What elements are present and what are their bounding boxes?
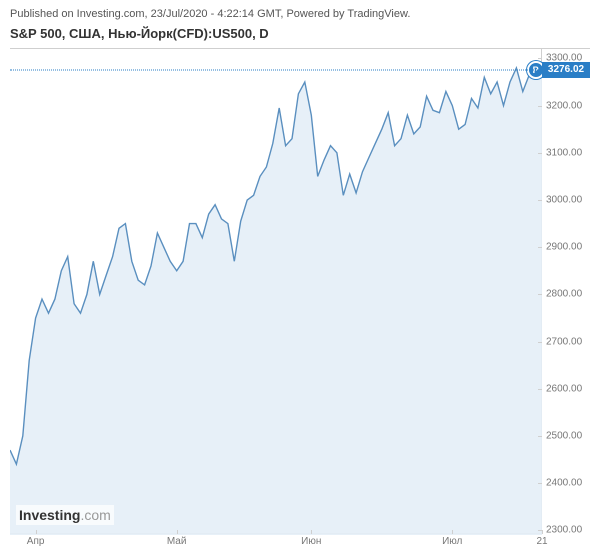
y-axis-label: 3000.00: [546, 194, 582, 205]
y-axis-label: 2900.00: [546, 242, 582, 253]
y-axis-tick: [538, 436, 542, 437]
x-axis-label: Май: [167, 536, 187, 547]
y-axis-label: 3100.00: [546, 147, 582, 158]
chart-container: Investing.com P 2300.00 2400.00 2500.00 260…: [10, 48, 590, 552]
x-axis-tick: [542, 530, 543, 534]
y-axis-tick: [538, 153, 542, 154]
y-axis-tick: [538, 483, 542, 484]
published-date: 23/Jul/2020: [151, 8, 208, 20]
x-axis-tick: [452, 530, 453, 534]
chart-title: S&P 500, США, Нью-Йорк(CFD):US500, D: [10, 26, 590, 41]
x-axis-tick: [311, 530, 312, 534]
y-axis-tick: [538, 247, 542, 248]
watermark-logo: Investing.com: [16, 505, 114, 525]
y-axis-label: 2300.00: [546, 525, 582, 536]
y-axis-tick: [538, 294, 542, 295]
chart-svg: [10, 49, 542, 535]
y-axis-tick: [538, 200, 542, 201]
publish-line: Published on Investing.com, 23/Jul/2020 …: [10, 8, 590, 20]
y-axis-tick: [538, 342, 542, 343]
y-axis-label: 2700.00: [546, 336, 582, 347]
x-axis-labels: АпрМайИюнИюл21: [10, 534, 542, 552]
y-axis-label: 2600.00: [546, 383, 582, 394]
x-axis-label: Июн: [301, 536, 321, 547]
y-axis-label: 3200.00: [546, 100, 582, 111]
published-prefix: Published on: [10, 8, 77, 20]
y-axis-labels: 2300.00 2400.00 2500.00 2600.00 2700.00 2800.…: [542, 49, 590, 534]
y-axis-tick: [538, 58, 542, 59]
logo-main: Investing: [19, 507, 80, 523]
x-axis-label: 21: [536, 536, 547, 547]
y-axis-label: 2500.00: [546, 430, 582, 441]
last-price-badge: 3276.02: [542, 62, 590, 78]
x-axis-tick: [36, 530, 37, 534]
y-axis-label: 2400.00: [546, 478, 582, 489]
published-time: 4:22:14 GMT: [217, 8, 280, 20]
x-axis-label: Апр: [27, 536, 45, 547]
y-axis-tick: [538, 106, 542, 107]
y-axis-tick: [538, 389, 542, 390]
published-site: Investing.com: [77, 8, 145, 20]
powered-by: Powered by TradingView.: [286, 8, 410, 20]
chart-plot: Investing.com P: [10, 49, 542, 534]
x-axis-tick: [177, 530, 178, 534]
chart-area-fill: [10, 68, 542, 535]
x-axis-label: Июл: [442, 536, 462, 547]
last-price-line: [10, 69, 542, 70]
y-axis-label: 2800.00: [546, 289, 582, 300]
logo-suffix: .com: [80, 507, 110, 523]
